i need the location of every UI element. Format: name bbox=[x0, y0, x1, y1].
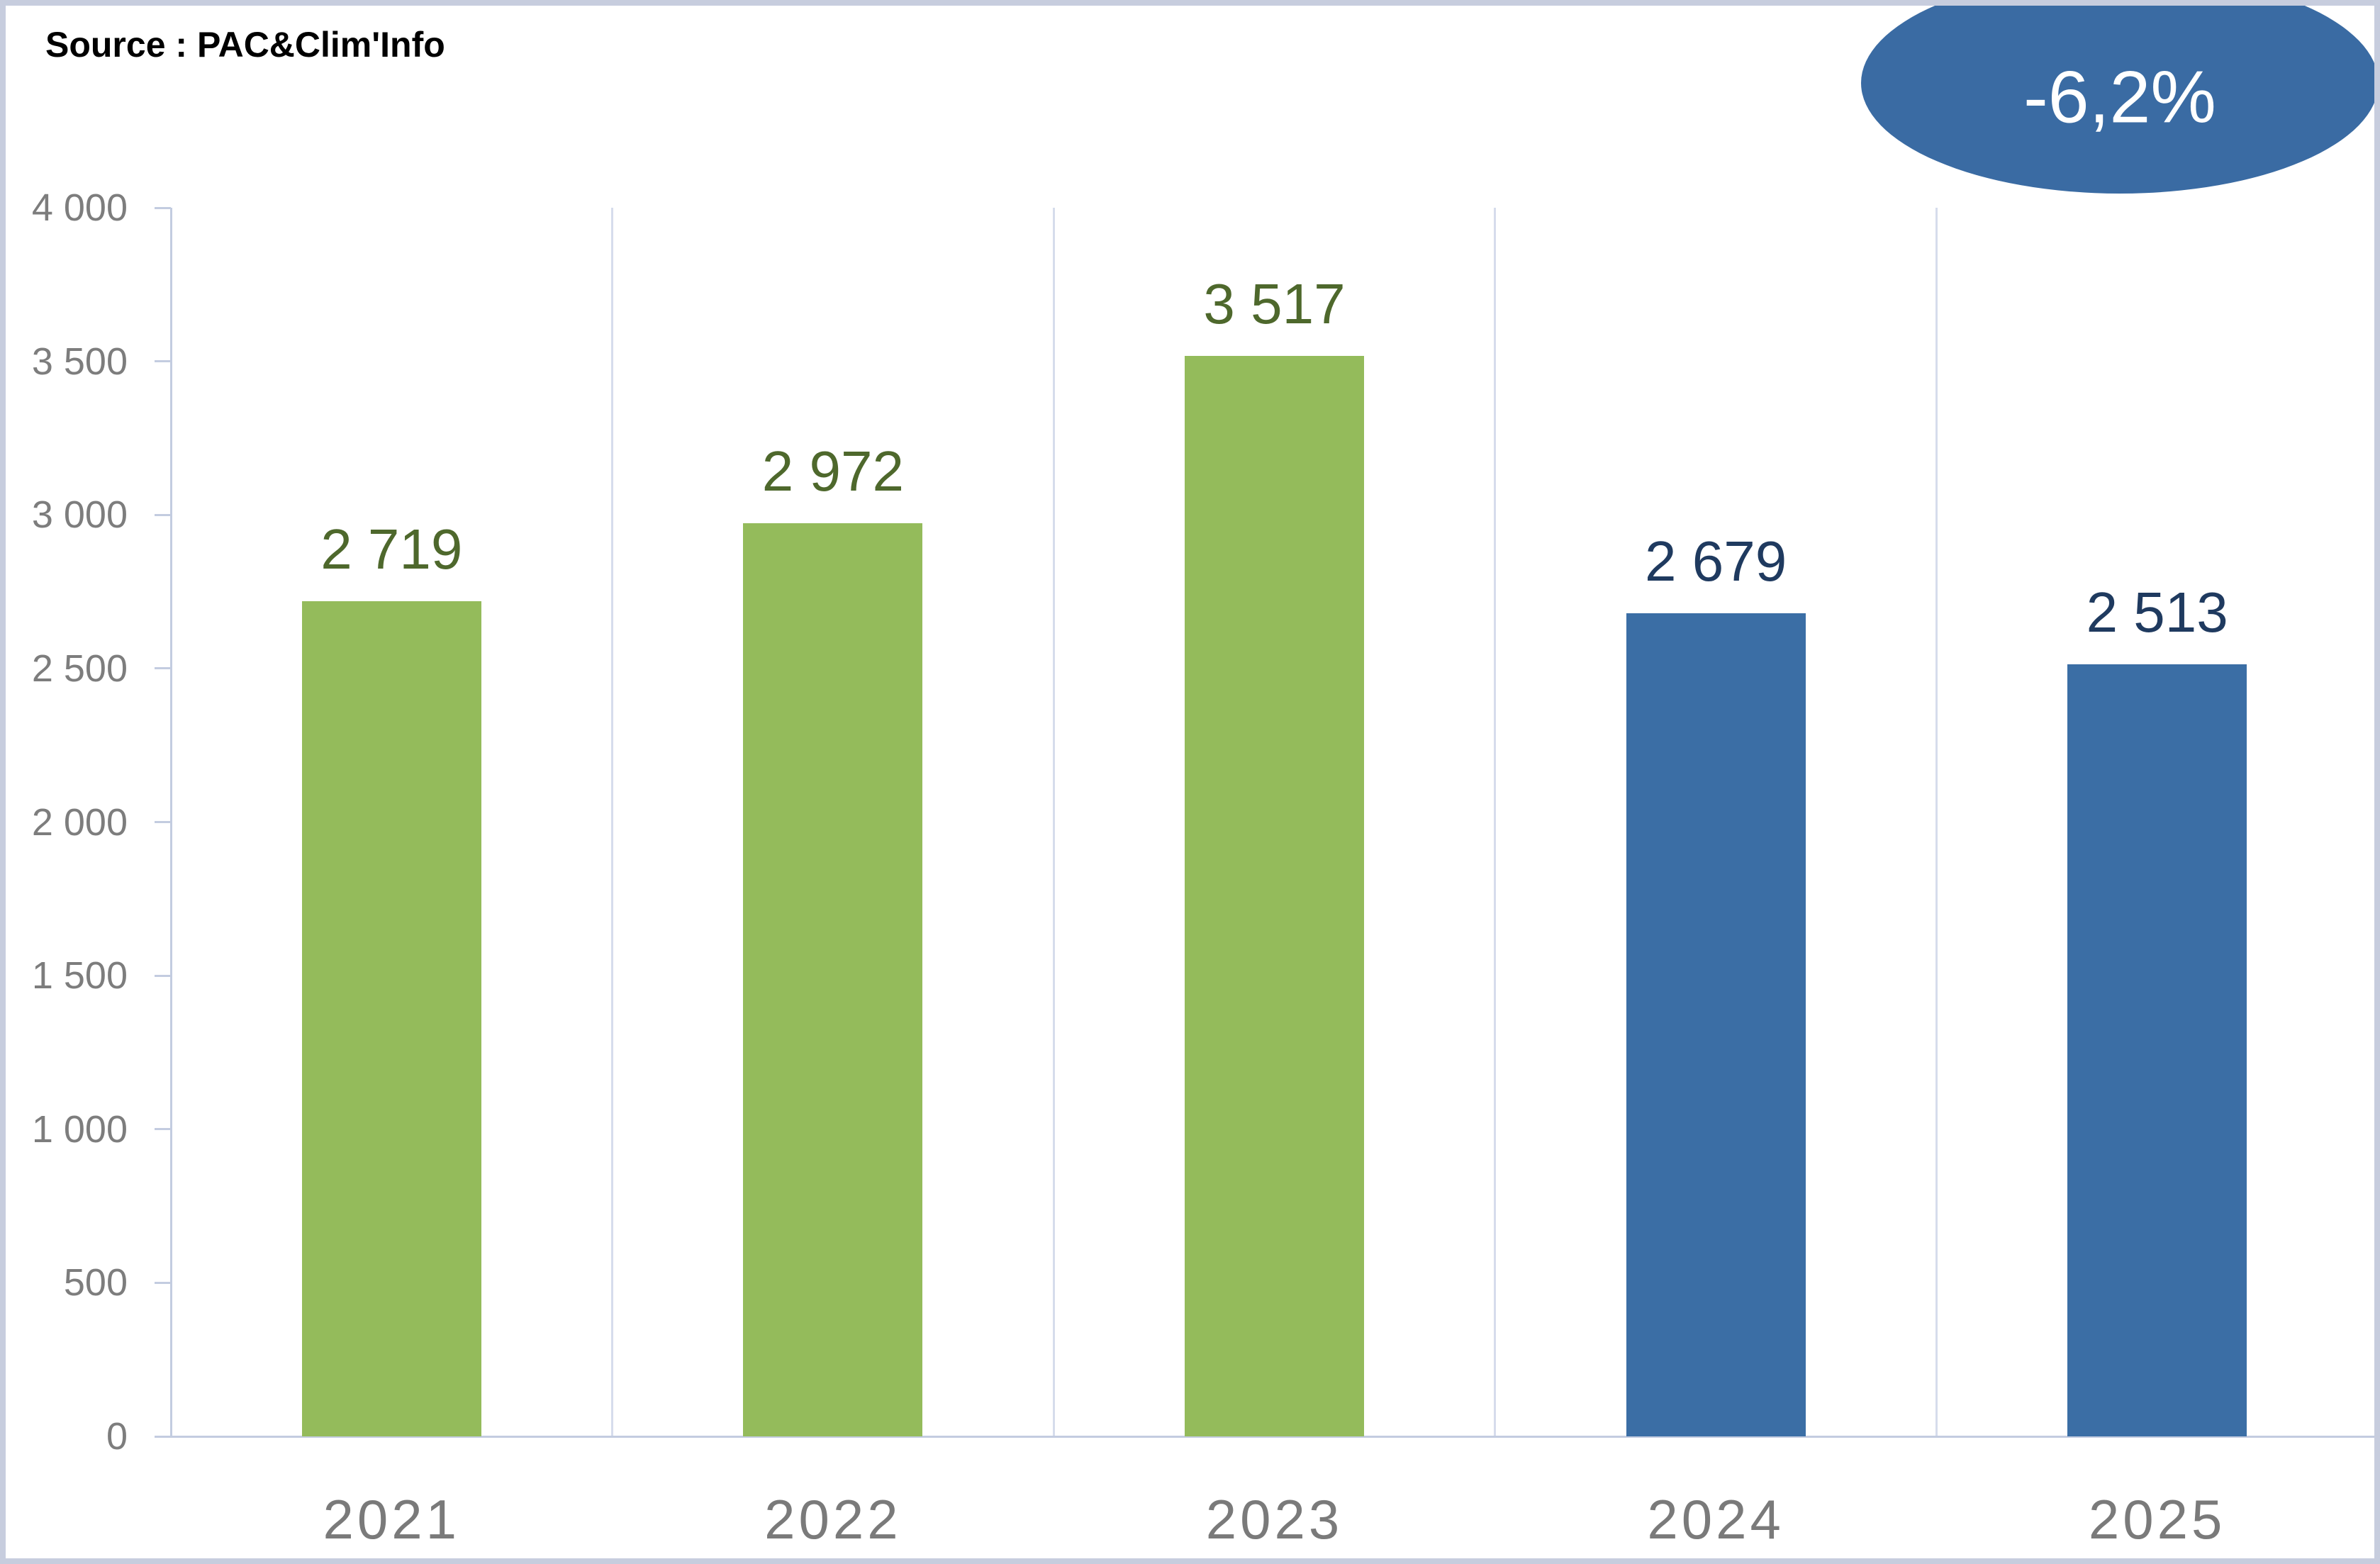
y-tick bbox=[155, 667, 171, 670]
percent-change-badge: -6,2% bbox=[1861, 0, 2379, 194]
x-category-label: 2022 bbox=[764, 1488, 902, 1551]
y-tick bbox=[155, 1128, 171, 1131]
x-axis-line bbox=[155, 1435, 2374, 1438]
bar-2025 bbox=[2067, 664, 2247, 1436]
bar-value-label: 3 517 bbox=[1203, 272, 1346, 336]
x-category-label: 2021 bbox=[323, 1488, 461, 1551]
y-tick bbox=[155, 206, 171, 209]
gridline bbox=[1494, 208, 1497, 1436]
gridline bbox=[1935, 208, 1938, 1436]
y-tick-label: 2 000 bbox=[31, 800, 128, 844]
y-tick bbox=[155, 1281, 171, 1284]
x-category-label: 2023 bbox=[1205, 1488, 1343, 1551]
y-tick bbox=[155, 974, 171, 977]
y-tick-label: 2 500 bbox=[31, 647, 128, 690]
y-tick-label: 1 500 bbox=[31, 954, 128, 998]
bar-2022 bbox=[743, 523, 923, 1436]
bar-2024 bbox=[1626, 613, 1806, 1436]
gridline bbox=[1052, 208, 1055, 1436]
bar-value-label: 2 972 bbox=[761, 440, 904, 503]
x-category-label: 2024 bbox=[1647, 1488, 1784, 1551]
y-tick bbox=[155, 513, 171, 516]
percent-change-value: -6,2% bbox=[2023, 56, 2216, 139]
gridline bbox=[611, 208, 614, 1436]
y-tick-label: 4 000 bbox=[31, 186, 128, 229]
y-tick bbox=[155, 360, 171, 363]
bar-value-label: 2 719 bbox=[320, 518, 463, 581]
source-label: Source : PAC&Clim'Info bbox=[45, 25, 445, 65]
y-tick-label: 3 000 bbox=[31, 493, 128, 537]
bar-2021 bbox=[301, 601, 481, 1436]
y-tick bbox=[155, 1435, 171, 1438]
bar-value-label: 2 679 bbox=[1644, 530, 1787, 593]
y-tick bbox=[155, 821, 171, 823]
y-tick-label: 3 500 bbox=[31, 340, 128, 383]
y-tick-label: 0 bbox=[106, 1415, 128, 1458]
bar-2023 bbox=[1185, 356, 1364, 1436]
y-tick-label: 1 000 bbox=[31, 1107, 128, 1151]
x-category-label: 2025 bbox=[2088, 1488, 2226, 1551]
y-tick-label: 500 bbox=[63, 1261, 128, 1305]
y-axis-line bbox=[169, 208, 172, 1436]
bar-value-label: 2 513 bbox=[2086, 581, 2228, 644]
